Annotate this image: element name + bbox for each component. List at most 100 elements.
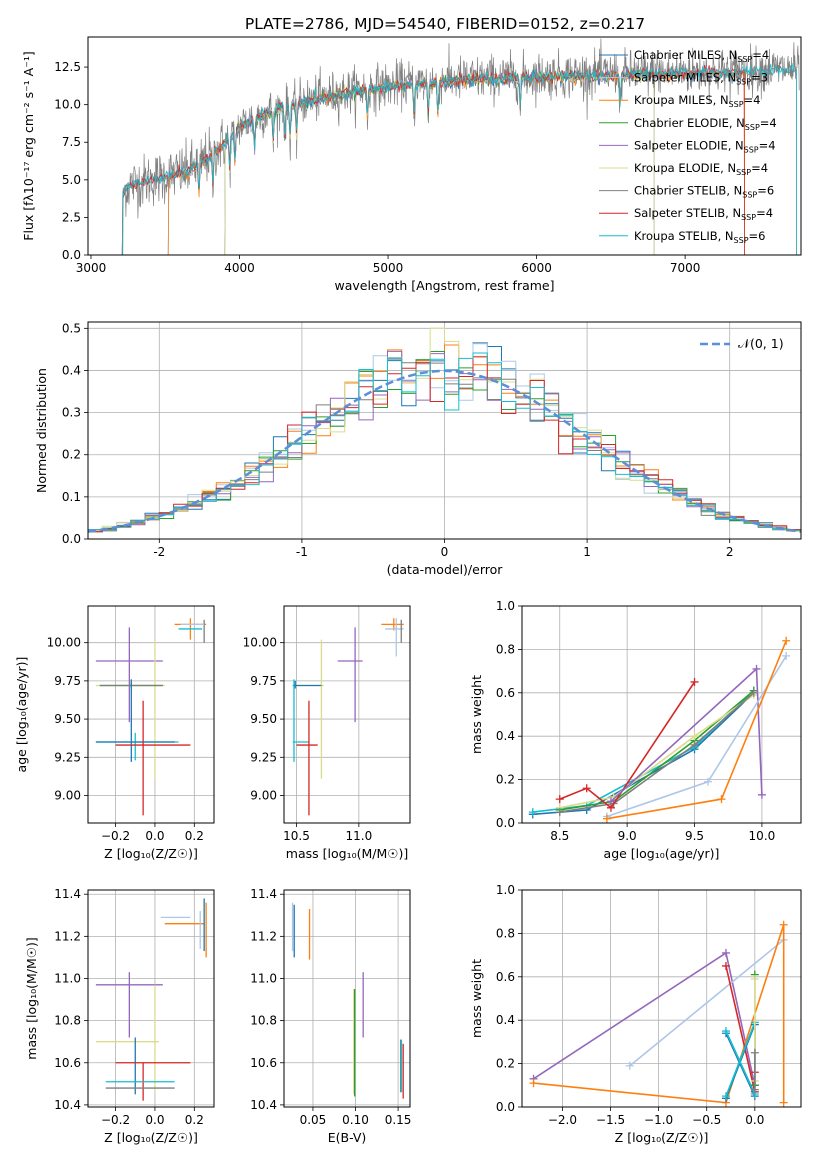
y-tick-label: 0.8 — [496, 926, 515, 940]
weight-marker-kroupa_miles — [779, 1098, 788, 1107]
legend-label: Kroupa MILES, NSSP=4 — [634, 93, 760, 109]
y-tick-label: 0.8 — [496, 642, 515, 656]
x-tick-label: 0.10 — [342, 1113, 369, 1127]
x-axis-label: age [log₁₀(age/yr)] — [604, 846, 720, 861]
legend-label: Salpeter MILES, NSSP=3 — [634, 71, 768, 87]
spectrum-frame-rect — [87, 36, 802, 256]
weight-marker-salpeter_miles — [782, 651, 791, 660]
x-tick-label: 10.0 — [749, 829, 776, 843]
weight-line-chabrier_stelib — [559, 692, 755, 813]
mass_vs_ebv-axes — [284, 890, 410, 1107]
y-tick-label: 0.6 — [496, 686, 515, 700]
spectrum-plot-area — [121, 38, 800, 255]
x-axis-label: Z [log₁₀(Z/Z☉)] — [104, 1130, 198, 1145]
y-tick-label: 12.5 — [54, 60, 81, 74]
mass_vs_Z-frame-rect — [87, 889, 215, 1108]
x-axis-label: mass [log₁₀(M/M☉)] — [286, 846, 408, 861]
weight-marker-salpeter_elodie — [752, 664, 761, 673]
mass_weight_vs_age-frame: 8.5 9.0 9.5 10.0 0.0 0.2 0.4 0.6 0.8 1.0 age [log₁… — [469, 599, 802, 861]
y-tick-label: 7.5 — [62, 135, 81, 149]
mass_weight_vs_age-frame-rect — [521, 605, 802, 824]
residuals-plot-area — [88, 327, 801, 534]
y-axis-label: mass weight — [469, 959, 484, 1038]
weight-marker-kroupa_miles — [529, 1079, 538, 1088]
x-tick-label: −2.0 — [548, 1113, 577, 1127]
y-tick-label: 0.0 — [496, 1100, 515, 1114]
y-tick-label: 9.25 — [250, 750, 277, 764]
histogram-kroupa_stelib — [88, 352, 801, 533]
legend-label: Kroupa ELODIE, NSSP=4 — [634, 161, 768, 177]
age_vs_Z-frame-rect — [87, 605, 215, 824]
weight-line-salpeter_miles — [629, 939, 785, 1067]
mass_weight_vs_Z-plot-area — [529, 920, 788, 1107]
spectrum-frame: 3000 4000 5000 6000 7000 0.0 2.5 5.0 7.5 10.0 12.5… — [21, 36, 802, 293]
legend-label-gaussian: 𝒩(0, 1) — [738, 336, 784, 351]
x-tick-label: −0.5 — [692, 1113, 721, 1127]
x-axis-label: wavelength [Angstrom, rest frame] — [334, 278, 554, 293]
y-tick-label: 0.2 — [496, 773, 515, 787]
age_vs_mass-frame-rect — [283, 605, 411, 824]
age_vs_Z-axes — [88, 606, 214, 823]
weight-marker-salpeter_elodie — [757, 790, 766, 799]
x-tick-label: 0.0 — [145, 1113, 164, 1127]
y-tick-label: 0.2 — [496, 1057, 515, 1071]
legend-label: Salpeter STELIB, NSSP=4 — [634, 206, 773, 222]
y-tick-label: 1.0 — [496, 883, 515, 897]
x-tick-label: 0.0 — [145, 829, 164, 843]
mass_vs_ebv-frame-rect — [283, 889, 411, 1108]
x-tick-label: 6000 — [521, 261, 552, 275]
legend-label: Salpeter ELODIE, NSSP=4 — [634, 138, 776, 154]
weight-marker-salpeter_stelib — [721, 961, 730, 970]
weight-marker-salpeter_miles — [704, 777, 712, 786]
y-axis-label: Normed distribution — [34, 368, 49, 493]
x-tick-label: 9.5 — [685, 829, 704, 843]
x-tick-label: 11.0 — [345, 829, 372, 843]
y-tick-label: 10.00 — [47, 636, 81, 650]
age_vs_mass-plot-area — [292, 618, 404, 816]
y-tick-label: 10.4 — [250, 1098, 277, 1112]
x-axis-label: Z [log₁₀(Z/Z☉)] — [615, 1130, 709, 1145]
spectrum-model-line-kroupa_stelib — [121, 63, 797, 255]
weight-marker-salpeter_elodie — [721, 948, 730, 957]
y-tick-label: 9.75 — [250, 674, 277, 688]
y-tick-label: 10.0 — [54, 98, 81, 112]
spectrum-legend: Chabrier MILES, NSSP=4 Salpeter MILES, NS… — [599, 48, 777, 245]
x-tick-label: 4000 — [224, 261, 255, 275]
weight-marker-salpeter_miles — [625, 1061, 634, 1070]
mass_weight_vs_Z-frame-rect — [521, 889, 802, 1108]
x-tick-label: -1 — [296, 545, 308, 559]
x-tick-label: 8.5 — [550, 829, 569, 843]
y-tick-label: 11.0 — [54, 971, 81, 985]
y-tick-label: 9.00 — [250, 788, 277, 802]
x-tick-label: −1.0 — [644, 1113, 673, 1127]
y-tick-label: 2.5 — [62, 210, 81, 224]
x-tick-label: 9.0 — [618, 829, 637, 843]
age_vs_Z-plot-area — [95, 618, 207, 816]
weight-marker-salpeter_stelib — [582, 784, 591, 793]
x-axis-label: E(B-V) — [328, 1130, 367, 1145]
residuals-frame: -2 -1 0 1 2 0.0 0.1 0.2 0.3 0.4 0.5 (data-model)/er… — [34, 321, 802, 577]
weight-marker-chabrier_stelib — [555, 808, 564, 817]
x-tick-label: 0.15 — [385, 1113, 412, 1127]
x-tick-label: -2 — [153, 545, 165, 559]
gaussian-reference-line — [88, 369, 801, 533]
weight-marker-kroupa_elodie — [690, 732, 699, 741]
y-tick-label: 11.0 — [250, 971, 277, 985]
y-tick-label: 9.00 — [54, 788, 81, 802]
weight-marker-kroupa_miles — [717, 795, 726, 804]
x-tick-label: −0.2 — [101, 1113, 130, 1127]
x-tick-label: 0 — [441, 545, 449, 559]
figure-title: PLATE=2786, MJD=54540, FIBERID=0152, z=0… — [245, 15, 645, 33]
weight-marker-kroupa_stelib — [721, 1092, 730, 1101]
y-tick-label: 10.6 — [250, 1056, 277, 1070]
x-tick-label: 2 — [726, 545, 734, 559]
mass_vs_Z-plot-area — [95, 898, 207, 1101]
x-axis-label: (data-model)/error — [387, 562, 504, 577]
weight-marker-kroupa_miles — [779, 920, 788, 929]
age_vs_Z-frame: −0.2 0.0 0.2 9.00 9.25 9.50 9.75 10.00 Z [log₁₀(… — [14, 605, 215, 861]
weight-line-kroupa_stelib — [725, 1022, 756, 1097]
weight-marker-salpeter_stelib — [555, 795, 564, 804]
legend-label: Kroupa STELIB, NSSP=6 — [634, 229, 765, 245]
x-tick-label: 0.0 — [745, 1113, 764, 1127]
